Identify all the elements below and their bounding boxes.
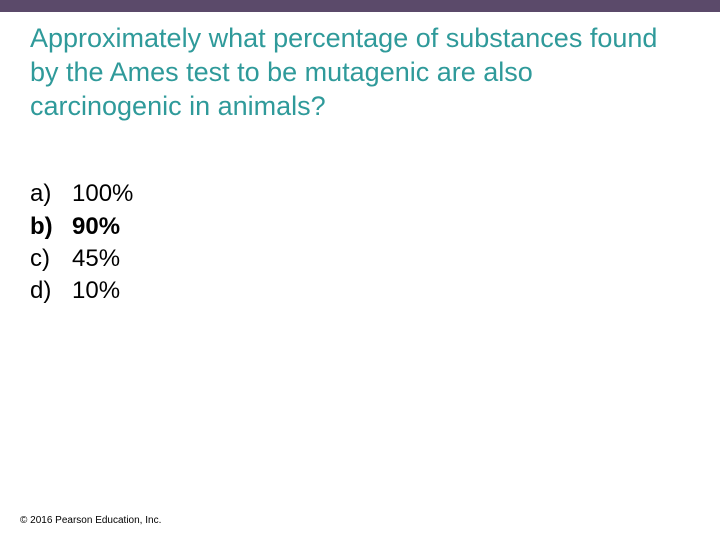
answer-letter: d) — [30, 275, 72, 307]
answer-option-d: d) 10% — [30, 275, 690, 307]
answer-text: 100% — [72, 178, 133, 210]
copyright-text: © 2016 Pearson Education, Inc. — [20, 515, 161, 526]
question-text: Approximately what percentage of substan… — [0, 12, 720, 123]
answer-letter: a) — [30, 178, 72, 210]
answer-text: 90% — [72, 211, 120, 243]
answer-text: 45% — [72, 243, 120, 275]
answer-letter: b) — [30, 211, 72, 243]
answer-option-c: c) 45% — [30, 243, 690, 275]
top-accent-bar — [0, 0, 720, 12]
answer-option-a: a) 100% — [30, 178, 690, 210]
answer-letter: c) — [30, 243, 72, 275]
answer-list: a) 100% b) 90% c) 45% d) 10% — [0, 123, 720, 308]
answer-option-b: b) 90% — [30, 211, 690, 243]
answer-text: 10% — [72, 275, 120, 307]
